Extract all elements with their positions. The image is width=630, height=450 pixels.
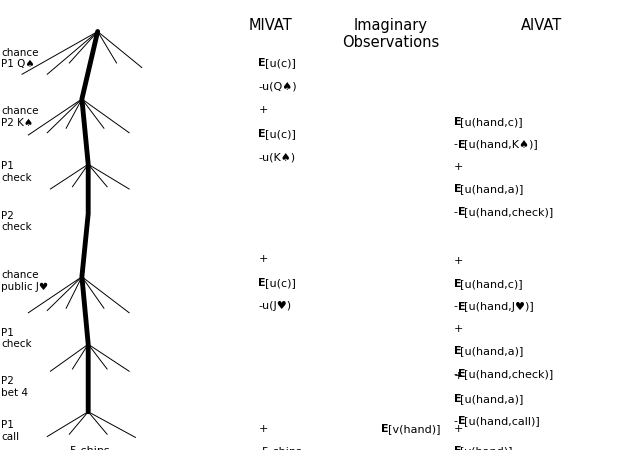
Text: [u(hand,check)]: [u(hand,check)] bbox=[464, 369, 554, 379]
Text: [u(c)]: [u(c)] bbox=[265, 58, 295, 68]
Text: MIVAT: MIVAT bbox=[249, 18, 293, 33]
Text: [u(c)]: [u(c)] bbox=[265, 278, 295, 288]
Text: -5 chips: -5 chips bbox=[66, 446, 110, 450]
Text: +: + bbox=[454, 162, 463, 172]
Text: Imaginary
Observations: Imaginary Observations bbox=[342, 18, 439, 50]
Text: chance
P2 K♠: chance P2 K♠ bbox=[1, 106, 39, 128]
Text: [v(hand)]: [v(hand)] bbox=[460, 446, 513, 450]
Text: E: E bbox=[458, 302, 466, 311]
Text: E: E bbox=[258, 58, 266, 68]
Text: +: + bbox=[258, 254, 268, 264]
Text: [u(hand,c)]: [u(hand,c)] bbox=[460, 279, 523, 289]
Text: E: E bbox=[458, 369, 466, 379]
Text: -: - bbox=[454, 416, 457, 426]
Text: [u(hand,a)]: [u(hand,a)] bbox=[460, 184, 524, 194]
Text: [u(hand,K♠)]: [u(hand,K♠)] bbox=[464, 140, 538, 149]
Text: E: E bbox=[454, 394, 461, 404]
Text: -: - bbox=[454, 302, 457, 311]
Text: -5 chips: -5 chips bbox=[258, 447, 302, 450]
Text: P2
check: P2 check bbox=[1, 211, 32, 232]
Text: AIVAT: AIVAT bbox=[521, 18, 563, 33]
Text: [u(hand,a)]: [u(hand,a)] bbox=[460, 346, 524, 356]
Text: [u(hand,J♥)]: [u(hand,J♥)] bbox=[464, 302, 534, 311]
Text: [u(c)]: [u(c)] bbox=[265, 129, 295, 139]
Text: -: - bbox=[454, 207, 457, 217]
Text: E: E bbox=[454, 446, 461, 450]
Text: E: E bbox=[454, 279, 461, 289]
Text: P2
bet 4: P2 bet 4 bbox=[1, 376, 28, 398]
Text: +: + bbox=[258, 105, 268, 115]
Text: P1
check: P1 check bbox=[1, 161, 32, 183]
Text: +: + bbox=[454, 256, 463, 266]
Text: E: E bbox=[258, 129, 266, 139]
Text: E: E bbox=[458, 140, 466, 149]
Text: +: + bbox=[454, 371, 463, 381]
Text: -u(J♥): -u(J♥) bbox=[258, 301, 292, 311]
Text: +: + bbox=[258, 424, 268, 434]
Text: chance
public J♥: chance public J♥ bbox=[1, 270, 49, 292]
Text: [u(hand,a)]: [u(hand,a)] bbox=[460, 394, 524, 404]
Text: -u(K♠): -u(K♠) bbox=[258, 152, 295, 162]
Text: -u(Q♠): -u(Q♠) bbox=[258, 82, 297, 92]
Text: -: - bbox=[454, 369, 457, 379]
Text: E: E bbox=[458, 207, 466, 217]
Text: [u(hand,check)]: [u(hand,check)] bbox=[464, 207, 554, 217]
Text: E: E bbox=[258, 278, 266, 288]
Text: [u(hand,c)]: [u(hand,c)] bbox=[460, 117, 523, 127]
Text: P1
call: P1 call bbox=[1, 420, 20, 442]
Text: E: E bbox=[454, 184, 461, 194]
Text: E: E bbox=[454, 117, 461, 127]
Text: E: E bbox=[454, 346, 461, 356]
Text: +: + bbox=[454, 324, 463, 334]
Text: P1
check: P1 check bbox=[1, 328, 32, 349]
Text: E: E bbox=[381, 424, 389, 434]
Text: E: E bbox=[458, 416, 466, 426]
Text: -: - bbox=[454, 140, 457, 149]
Text: [u(hand,call)]: [u(hand,call)] bbox=[464, 416, 540, 426]
Text: chance
P1 Q♠: chance P1 Q♠ bbox=[1, 48, 39, 69]
Text: [v(hand)]: [v(hand)] bbox=[387, 424, 440, 434]
Text: +: + bbox=[454, 424, 463, 434]
